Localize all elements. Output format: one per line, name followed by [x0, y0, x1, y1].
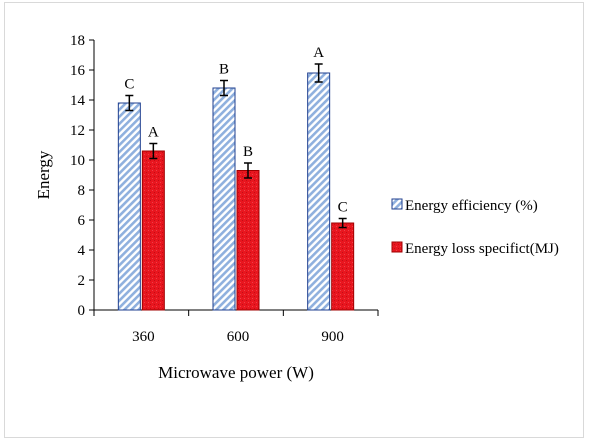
- y-tick-label: 4: [78, 243, 86, 259]
- y-tick-label: 12: [70, 123, 85, 139]
- energy-loss-bar: [236, 170, 260, 311]
- x-axis-title: Microwave power (W): [158, 363, 314, 382]
- significance-label: C: [124, 77, 134, 93]
- significance-label: B: [219, 62, 229, 78]
- y-tick-label: 14: [70, 93, 86, 109]
- significance-label: A: [148, 125, 159, 141]
- energy-efficiency-bar: [212, 87, 236, 311]
- energy-loss-bar: [141, 150, 165, 311]
- legend-swatch-energy-loss: [391, 241, 403, 253]
- legend-label-energy-efficiency: Energy efficiency (%): [405, 198, 538, 214]
- y-tick-label: 2: [78, 273, 86, 289]
- y-tick-label: 8: [78, 183, 86, 199]
- x-category-label: 900: [321, 329, 344, 345]
- chart-frame: 0 2 4 6 8 10 12 14 16 18 360 C A 600 B B 900 A C Microwave …: [4, 2, 584, 438]
- y-tick-label: 18: [70, 33, 85, 49]
- legend-swatch-energy-efficiency: [391, 198, 403, 210]
- x-category-label: 600: [227, 329, 250, 345]
- legend-label-energy-loss: Energy loss specifict(MJ): [405, 241, 559, 257]
- energy-efficiency-bar: [307, 72, 331, 311]
- y-tick-label: 10: [70, 153, 85, 169]
- significance-label: B: [243, 144, 253, 160]
- y-tick-label: 16: [70, 63, 86, 79]
- significance-label: A: [313, 45, 324, 61]
- energy-loss-bar: [331, 222, 355, 311]
- bar-chart: 0 2 4 6 8 10 12 14 16 18 360 C A 600 B B 900 A C Microwave …: [34, 33, 559, 382]
- energy-efficiency-bar: [117, 102, 141, 311]
- significance-label: C: [338, 200, 348, 216]
- y-axis-title: Energy: [34, 150, 53, 199]
- y-tick-label: 0: [78, 303, 86, 319]
- x-category-label: 360: [132, 329, 155, 345]
- y-tick-label: 6: [78, 213, 86, 229]
